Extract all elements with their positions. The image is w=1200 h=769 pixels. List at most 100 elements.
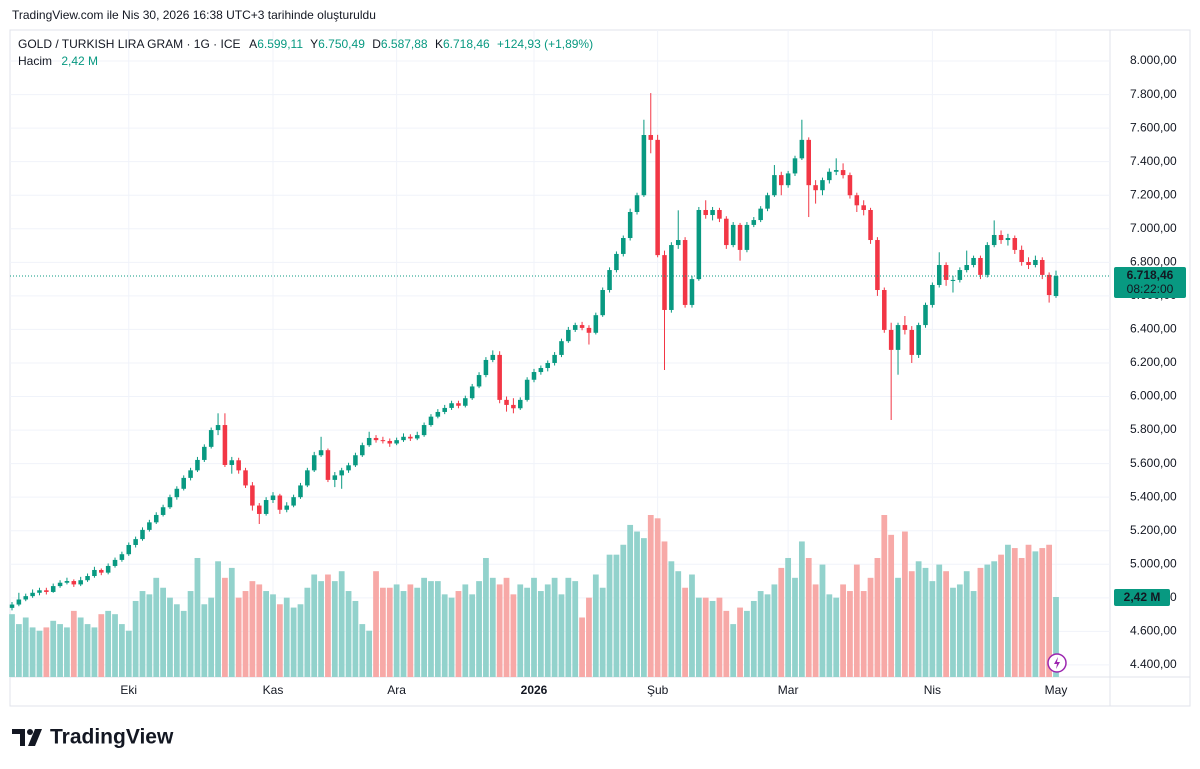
volume-bar [469,594,476,677]
candle-body [744,224,750,250]
candle-body [778,175,784,186]
candle-body [703,209,708,216]
volume-bar [421,577,427,677]
volume-bar [998,554,1004,677]
alert-bolt[interactable] [1054,657,1060,669]
volume-bar [160,587,166,677]
volume-bar [132,600,139,677]
volume-bar [331,581,338,677]
x-tick-label: Ara [387,683,406,697]
candle-body [9,604,15,608]
candle-body [291,497,296,506]
volume-bar [228,567,235,677]
volume-bar [661,541,668,677]
volume-bar [318,581,324,677]
candle-body [978,257,983,275]
volume-bar [744,610,750,677]
volume-bar [70,610,77,677]
volume-bar [929,581,936,677]
candle-body [614,253,619,271]
volume-layer [9,515,1059,677]
candle-body [435,411,441,417]
y-tick-label: 5.200,00 [1130,523,1177,537]
candle-body [559,341,564,355]
candle-body [545,362,551,369]
volume-bar [462,584,469,677]
candle-body [724,218,729,246]
volume-bar [201,604,208,677]
candle-body [669,245,674,310]
volume-bar [647,515,654,677]
candle-body [854,195,860,206]
volume-bar [792,577,798,677]
candle-body [133,539,138,545]
candle-body [847,175,853,196]
volume-bar [476,581,482,677]
volume-bar [304,587,311,677]
candle-body [229,460,235,465]
symbol-title: GOLD / TURKISH LIRA GRAM · 1G · ICE [18,37,241,51]
volume-bar [764,594,771,677]
volume-bar [400,591,407,677]
volume-bar [222,577,228,677]
volume-bar [43,627,50,677]
volume-bar [833,597,840,677]
candle-body [305,470,310,486]
candle-body [449,403,454,408]
candle-body [298,485,303,498]
y-tick-label: 6.200,00 [1130,355,1177,369]
last-price-label: 6.718,46 [1127,268,1174,282]
candle-body [37,590,42,593]
volume-bar [352,600,359,677]
volume-bar [434,581,441,677]
volume-bar [771,584,778,677]
ohlc-key: Y [310,37,318,51]
candle-body [552,354,557,363]
volume-bar [366,630,373,677]
y-tick-label: 6.400,00 [1130,322,1177,336]
volume-bar [950,587,956,677]
volume-bar [249,581,256,677]
candle-body [930,284,935,305]
candle-body [366,437,372,446]
volume-bar [915,561,922,677]
volume-bar [1005,544,1011,677]
volume-bar [723,610,730,677]
x-tick-label: May [1045,683,1068,697]
candle-body [16,599,22,605]
candle-body [882,290,887,330]
volume-bar [297,604,304,677]
volume-bar [675,571,682,677]
candle-body [985,245,990,275]
candle-body [827,171,832,181]
candle-body [311,455,317,471]
volume-bar [984,564,991,677]
candle-body [730,224,736,246]
candle-body [579,325,585,328]
candle-body [682,240,688,305]
volume-bar [112,614,118,677]
candle-body [195,459,200,471]
volume-bar [489,577,496,677]
x-tick-label: 2026 [521,683,548,697]
volume-bar [847,591,853,677]
volume-bar [592,574,599,677]
volume-bar [338,571,345,677]
candle-body [689,279,695,305]
alert-icon[interactable] [1047,653,1067,673]
candle-body [566,329,571,342]
candle-body [971,257,976,266]
volume-bar [936,564,943,677]
volume-bar [860,591,867,677]
candle-body [105,565,111,573]
last-price-tag [1114,267,1186,299]
volume-bar [448,597,455,677]
candle-body [902,325,908,330]
y-tick-label: 4.400,00 [1130,657,1177,671]
volume-bar [84,624,91,677]
candle-body [806,139,812,186]
volume-bar [455,591,462,677]
candle-body [126,544,132,555]
volume-bar [1032,551,1039,677]
candle-body [998,234,1004,241]
